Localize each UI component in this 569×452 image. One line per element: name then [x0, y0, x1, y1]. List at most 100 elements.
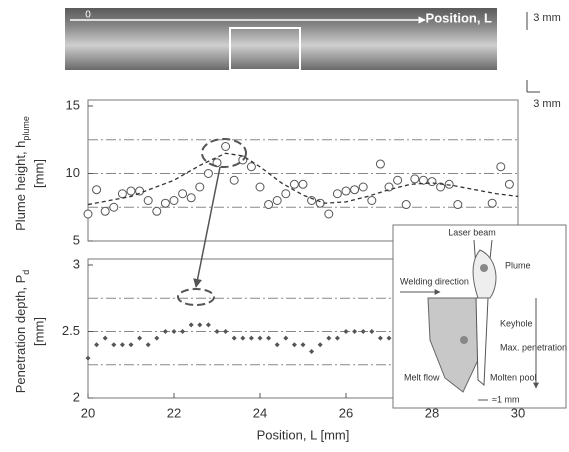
- point: [333, 190, 341, 198]
- point: [103, 336, 108, 341]
- point: [301, 342, 306, 347]
- point: [402, 201, 410, 209]
- point: [120, 342, 125, 347]
- point: [326, 336, 331, 341]
- point: [266, 336, 271, 341]
- scale-label: 3 mm: [533, 98, 561, 110]
- inset-label: Max. penetration: [500, 342, 567, 352]
- x-tick-label: 22: [167, 405, 181, 420]
- point: [101, 207, 109, 215]
- point: [454, 201, 462, 209]
- point: [215, 329, 220, 334]
- point: [344, 329, 349, 334]
- y-axis-label-sub: d: [21, 270, 31, 275]
- x-tick-label: 24: [253, 405, 267, 420]
- point: [352, 329, 357, 334]
- inset-label: Molten pool: [490, 372, 537, 382]
- point: [222, 143, 230, 151]
- point: [86, 356, 91, 361]
- point: [187, 194, 195, 202]
- point: [153, 207, 161, 215]
- point: [299, 180, 307, 188]
- point: [247, 163, 255, 171]
- point: [378, 336, 383, 341]
- inset: Laser beam Welding direction Plume Keyho…: [393, 225, 567, 408]
- point: [189, 322, 194, 327]
- y-tick-label: 15: [66, 97, 80, 112]
- point: [223, 329, 228, 334]
- point: [137, 336, 142, 341]
- point: [394, 176, 402, 184]
- inset-label: Welding direction: [400, 276, 469, 286]
- point: [376, 160, 384, 168]
- flow-dot: [460, 336, 468, 344]
- point: [161, 199, 169, 207]
- fit-line: [88, 153, 518, 204]
- y-tick-label: 5: [73, 232, 80, 247]
- x-axis-label: Position, L [mm]: [257, 427, 350, 442]
- point: [163, 329, 168, 334]
- y-tick-label: 2: [73, 389, 80, 404]
- inset-label: Plume: [505, 260, 531, 270]
- y-tick-label: 3: [73, 256, 80, 271]
- point: [283, 336, 288, 341]
- point: [197, 322, 202, 327]
- highlight-ellipse: [178, 289, 214, 305]
- y-axis-unit: [mm]: [31, 159, 46, 188]
- point: [146, 342, 151, 347]
- point: [111, 342, 116, 347]
- point: [411, 175, 419, 183]
- point: [154, 336, 159, 341]
- point: [144, 197, 152, 205]
- inset-label: ≈1 mm: [492, 394, 519, 404]
- inset-label: Laser beam: [448, 227, 496, 237]
- point: [129, 342, 134, 347]
- point: [179, 190, 187, 198]
- point: [172, 329, 177, 334]
- point: [249, 336, 254, 341]
- y-axis-label-main: Plume height, h: [13, 141, 28, 231]
- point: [351, 186, 359, 194]
- point: [206, 322, 211, 327]
- plume-dot: [480, 264, 488, 272]
- point: [118, 190, 126, 198]
- point: [325, 210, 333, 218]
- scale-label: 3 mm: [533, 12, 561, 24]
- y-axis-label-sub: plume: [21, 116, 31, 141]
- point: [318, 342, 323, 347]
- point: [428, 178, 436, 186]
- figure: 0 Position, L 3 mm 3 mm 51015Plume heigh…: [0, 0, 569, 452]
- x-tick-label: 26: [339, 405, 353, 420]
- point: [265, 201, 273, 209]
- y-axis-unit: [mm]: [31, 317, 46, 346]
- point: [445, 180, 453, 188]
- point: [385, 183, 393, 191]
- point: [309, 349, 314, 354]
- point: [94, 342, 99, 347]
- y-axis-label: Penetration depth, Pd: [13, 270, 31, 394]
- point: [290, 180, 298, 188]
- point: [232, 336, 237, 341]
- point: [488, 199, 496, 207]
- plot-frame: [88, 100, 518, 241]
- point: [93, 186, 101, 194]
- point: [335, 336, 340, 341]
- point: [258, 336, 263, 341]
- point: [180, 329, 185, 334]
- y-axis-label-main: Penetration depth, P: [13, 275, 28, 394]
- point: [387, 336, 392, 341]
- point: [256, 183, 264, 191]
- point: [204, 170, 212, 178]
- point: [361, 329, 366, 334]
- point: [110, 203, 118, 211]
- point: [196, 183, 204, 191]
- point: [368, 197, 376, 205]
- point: [342, 187, 350, 195]
- point: [273, 197, 281, 205]
- point: [292, 342, 297, 347]
- point: [369, 329, 374, 334]
- point: [230, 176, 238, 184]
- photo-origin: 0: [85, 10, 91, 21]
- x-tick-label: 20: [81, 405, 95, 420]
- point: [127, 187, 135, 195]
